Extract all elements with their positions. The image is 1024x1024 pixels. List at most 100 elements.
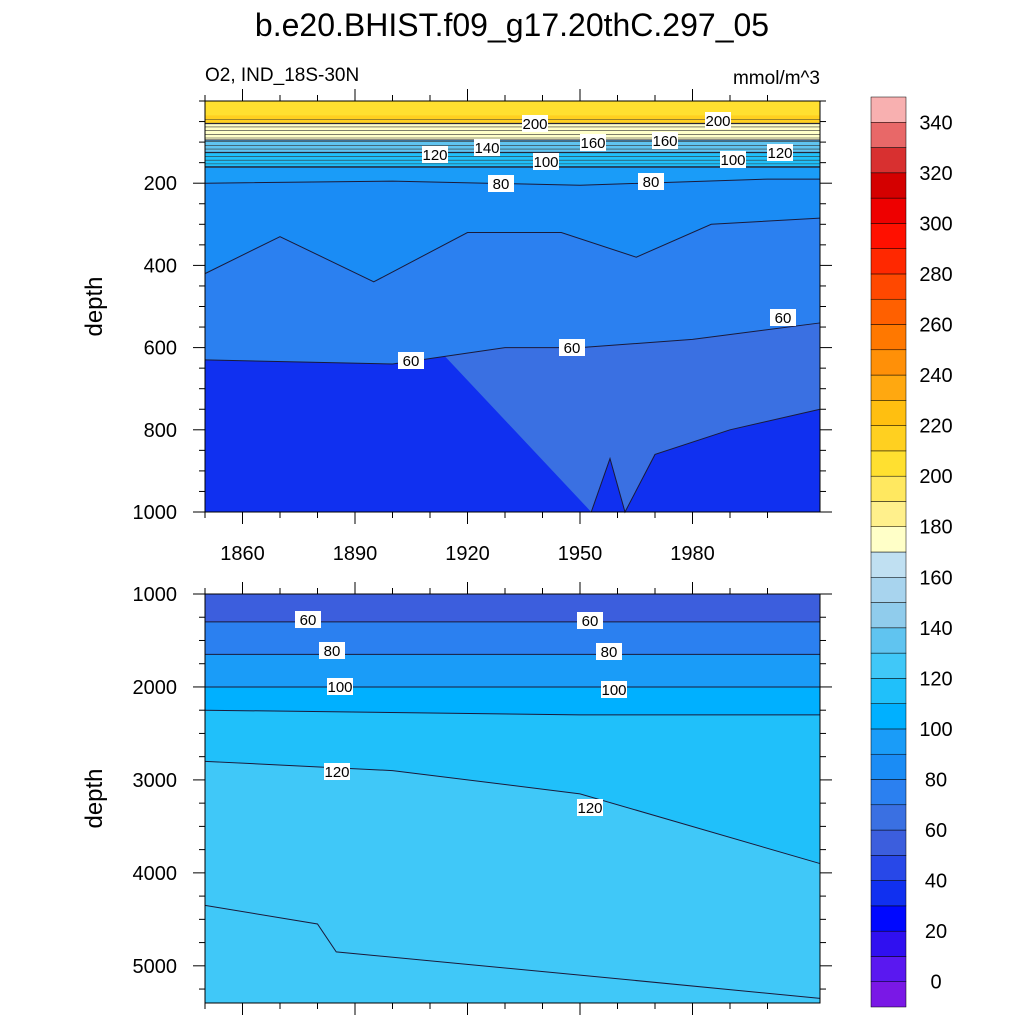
colorbar-swatch [870, 728, 907, 755]
contour-label: 80 [493, 176, 510, 193]
colorbar-swatch [870, 96, 907, 123]
contour-label: 140 [474, 140, 499, 157]
y-tick-label: 400 [144, 255, 177, 277]
colorbar-swatch [870, 602, 907, 629]
colorbar-label: 220 [919, 416, 952, 438]
contour-line [204, 322, 821, 365]
colorbar-label: 20 [925, 921, 947, 943]
contour-label: 80 [601, 644, 618, 661]
x-tick-label: 1920 [445, 543, 490, 565]
colorbar-swatch [870, 905, 907, 932]
colorbar-label: 120 [919, 668, 952, 690]
contour-label-box [324, 763, 350, 780]
contour-label: 60 [403, 353, 420, 370]
contour-line [204, 904, 821, 999]
colorbar-label: 320 [919, 163, 952, 185]
contour-label: 120 [422, 147, 447, 164]
contour-label-box [720, 151, 746, 168]
contour-label: 100 [601, 682, 626, 699]
contour-label-box [652, 132, 678, 149]
colorbar-swatch [870, 577, 907, 603]
colorbar-swatch [870, 703, 907, 730]
contour-label-box [319, 642, 345, 659]
colorbar-label: 160 [919, 567, 952, 589]
chart-title: b.e20.BHIST.f09_g17.20thC.297_05 [255, 7, 769, 43]
contour-line [204, 709, 820, 716]
colorbar-swatch [870, 248, 907, 275]
contour-label-box [596, 643, 622, 660]
y-tick-label: 1000 [133, 502, 178, 524]
colorbar-swatch [870, 349, 907, 376]
contour-line [204, 178, 820, 186]
colorbar-swatch [870, 627, 907, 654]
y-tick-label: 1000 [133, 584, 178, 606]
colorbar-swatch [870, 324, 907, 351]
contour-label: 60 [582, 613, 599, 630]
fill-region [205, 594, 820, 622]
contour-label: 80 [643, 174, 660, 191]
colorbar-swatch [870, 475, 907, 502]
contour-label-box [422, 146, 448, 163]
colorbar-swatch [870, 678, 907, 704]
colorbar-swatch [870, 526, 907, 553]
colorbar-swatch [870, 223, 907, 249]
contour-label: 160 [652, 133, 677, 150]
contour-label: 120 [324, 764, 349, 781]
colorbar-swatch [870, 450, 907, 477]
x-tick-label: 1950 [558, 543, 603, 565]
colorbar-label: 340 [919, 112, 952, 134]
units-subtitle: mmol/m^3 [733, 68, 820, 89]
contour-label: 80 [324, 643, 341, 660]
colorbar-label: 180 [919, 517, 952, 539]
contour-label-box [770, 309, 796, 326]
colorbar-label: 60 [925, 820, 947, 842]
contour-label-box [474, 139, 500, 156]
contour-label-box [638, 173, 664, 190]
contour-label-box [522, 115, 548, 132]
colorbar-swatch [870, 855, 907, 881]
colorbar-label: 100 [919, 719, 952, 741]
contour-label: 100 [533, 154, 558, 171]
colorbar-swatch [870, 551, 907, 578]
contour-label-box [488, 175, 514, 192]
contour-line [590, 408, 821, 514]
colorbar: 0 20 40 60 80 100 120 140 160 180 200 220 240 260 280 3… [870, 96, 953, 1008]
colorbar-label: 140 [919, 618, 952, 640]
colorbar-swatch [870, 930, 907, 957]
y-tick-label: 3000 [133, 770, 178, 792]
contour-label: 60 [564, 340, 581, 357]
x-tick-label: 1980 [670, 543, 715, 565]
colorbar-swatch [870, 779, 907, 806]
contour-label-box [705, 112, 731, 129]
colorbar-label: 0 [930, 972, 941, 994]
x-tick-label: 1890 [333, 543, 378, 565]
variable-region-subtitle: O2, IND_18S-30N [205, 65, 359, 86]
fill-region [205, 101, 820, 116]
colorbar-swatch [870, 956, 907, 982]
y-axis-label: depth [81, 276, 108, 336]
colorbar-swatch [870, 273, 907, 300]
contour-label-box [580, 134, 606, 151]
colorbar-swatch [870, 652, 907, 679]
colorbar-swatch [870, 400, 907, 426]
contour-label-box [533, 153, 559, 170]
colorbar-label: 300 [919, 213, 952, 235]
y-tick-label: 600 [144, 338, 177, 360]
colorbar-swatch [870, 753, 907, 780]
contour-line [204, 217, 821, 283]
colorbar-label: 260 [919, 315, 952, 337]
plot-frame [204, 593, 821, 1004]
contour-label: 60 [300, 612, 317, 629]
contour-label: 100 [327, 679, 352, 696]
colorbar-swatch [870, 374, 907, 401]
colorbar-swatch [870, 122, 907, 148]
contour-line [204, 760, 821, 865]
y-tick-label: 4000 [133, 863, 178, 885]
y-tick-label: 200 [144, 173, 177, 195]
y-tick-label: 800 [144, 420, 177, 442]
contour-label-box [327, 678, 353, 695]
y-tick-label: 5000 [133, 956, 178, 978]
colorbar-swatch [870, 298, 907, 325]
